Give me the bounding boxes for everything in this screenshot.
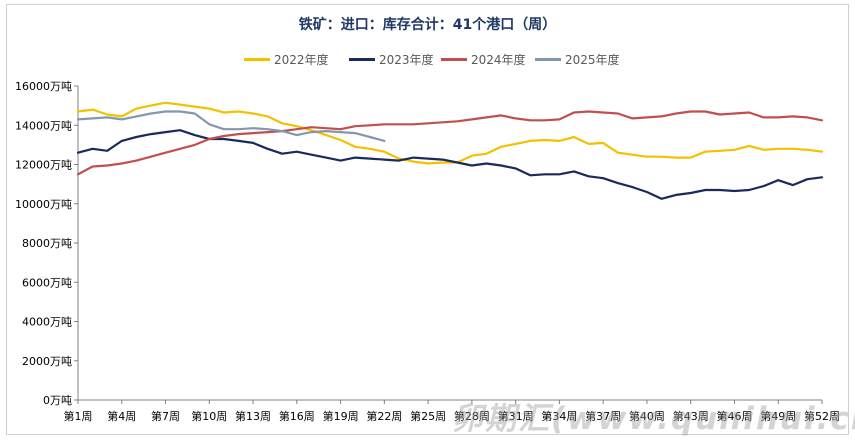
y-tick-label: 4000万吨 [22, 316, 72, 329]
x-tick-label: 第37周 [585, 409, 621, 423]
y-tick-label: 8000万吨 [22, 237, 72, 250]
series-line-2025年度 [76, 110, 386, 142]
x-tick-label: 第52周 [804, 409, 840, 423]
legend-swatch-2024 [441, 58, 467, 61]
y-tick-label: 10000万吨 [15, 198, 72, 211]
y-tick-label: 14000万吨 [15, 119, 72, 132]
legend-swatch-2025 [535, 58, 561, 61]
series-line-2024年度 [76, 110, 824, 176]
x-tick-label: 第25周 [410, 409, 446, 423]
x-tick-label: 第22周 [366, 409, 402, 423]
series-line-2022年度 [76, 101, 824, 165]
x-tick-label: 第28周 [454, 409, 490, 423]
x-tick-label: 第46周 [716, 409, 752, 423]
watermark: 卵期汇(www.qunihui.cn) [452, 401, 855, 437]
x-tick-label: 第1周 [64, 409, 93, 423]
x-tick-label: 第4周 [107, 409, 136, 423]
x-tick-label: 第16周 [279, 409, 315, 423]
x-tick-label: 第7周 [151, 409, 180, 423]
y-tick-label: 0万吨 [43, 394, 72, 407]
legend-label-2025: 2025年度 [565, 53, 620, 67]
x-tick-label: 第34周 [541, 409, 577, 423]
chart-frame [6, 4, 849, 435]
x-tick-label: 第19周 [323, 409, 359, 423]
series-line-2023年度 [76, 129, 824, 200]
legend-swatch-2022 [244, 58, 270, 61]
y-tick-label: 16000万吨 [15, 80, 72, 93]
y-tick-label: 6000万吨 [22, 276, 72, 289]
x-tick-label: 第43周 [673, 409, 709, 423]
y-tick-label: 2000万吨 [22, 355, 72, 368]
y-tick-label: 12000万吨 [15, 159, 72, 172]
x-tick-label: 第10周 [191, 409, 227, 423]
legend: 2022年度 2023年度 2024年度 2025年度 [0, 50, 855, 70]
legend-label-2023: 2023年度 [379, 53, 434, 67]
x-tick-label: 第40周 [629, 409, 665, 423]
x-tick-label: 第49周 [760, 409, 796, 423]
chart-title: 铁矿：进口：库存合计：41个港口（周） [298, 17, 557, 33]
x-tick-label: 第13周 [235, 409, 271, 423]
legend-label-2024: 2024年度 [471, 53, 526, 67]
legend-label-2022: 2022年度 [274, 53, 329, 67]
legend-swatch-2023 [349, 58, 375, 61]
x-tick-label: 第31周 [498, 409, 534, 423]
